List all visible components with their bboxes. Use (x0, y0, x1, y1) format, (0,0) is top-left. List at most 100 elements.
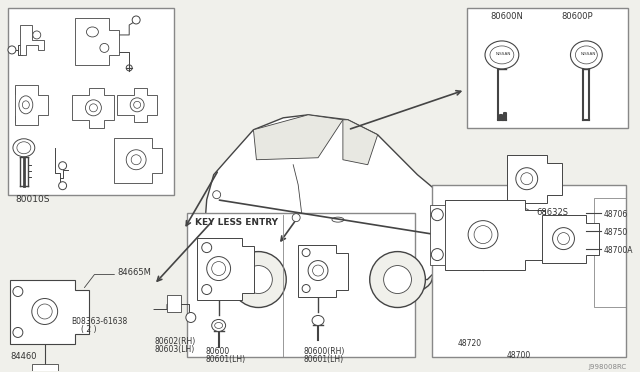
Ellipse shape (100, 44, 109, 52)
Text: 48700: 48700 (507, 352, 531, 360)
Text: 80602(RH): 80602(RH) (154, 337, 195, 346)
Ellipse shape (33, 31, 41, 39)
Text: NISSAN: NISSAN (496, 52, 511, 56)
Polygon shape (115, 138, 162, 183)
Bar (433, 185, 626, 357)
Text: ( 2 ): ( 2 ) (81, 326, 97, 334)
Circle shape (126, 65, 132, 71)
Text: 48720: 48720 (457, 339, 481, 349)
Polygon shape (196, 238, 255, 299)
Ellipse shape (126, 150, 146, 170)
Text: 80600: 80600 (205, 347, 230, 356)
Polygon shape (72, 88, 115, 128)
Ellipse shape (332, 217, 344, 222)
Ellipse shape (17, 142, 31, 154)
Text: 48706: 48706 (604, 210, 628, 219)
Text: 68632S: 68632S (537, 208, 569, 217)
Circle shape (244, 266, 272, 294)
Circle shape (302, 285, 310, 292)
Circle shape (59, 162, 67, 170)
Polygon shape (204, 115, 457, 279)
Ellipse shape (521, 173, 532, 185)
Ellipse shape (207, 257, 230, 280)
Ellipse shape (575, 46, 597, 64)
Circle shape (132, 16, 140, 24)
Polygon shape (541, 215, 599, 263)
Ellipse shape (13, 139, 35, 157)
Ellipse shape (22, 101, 29, 109)
Ellipse shape (552, 228, 575, 250)
Ellipse shape (212, 320, 226, 331)
Polygon shape (298, 245, 348, 296)
Circle shape (59, 182, 67, 190)
Ellipse shape (37, 304, 52, 319)
Polygon shape (74, 18, 119, 65)
Bar (8, 8, 174, 195)
Circle shape (383, 266, 412, 294)
Circle shape (431, 248, 444, 260)
Ellipse shape (468, 221, 498, 248)
Circle shape (186, 312, 196, 323)
Ellipse shape (516, 168, 538, 190)
Ellipse shape (130, 98, 144, 112)
Polygon shape (430, 205, 445, 264)
Ellipse shape (32, 298, 58, 324)
Circle shape (292, 214, 300, 222)
Ellipse shape (312, 315, 324, 326)
Text: 80603(LH): 80603(LH) (154, 346, 195, 355)
Text: 48700A: 48700A (604, 246, 633, 254)
Circle shape (370, 251, 426, 308)
Text: 80600(RH): 80600(RH) (303, 347, 344, 356)
Polygon shape (445, 200, 545, 270)
Text: 80600P: 80600P (561, 12, 593, 21)
Ellipse shape (131, 155, 141, 165)
Ellipse shape (312, 265, 323, 276)
Ellipse shape (474, 226, 492, 244)
Ellipse shape (308, 260, 328, 280)
Text: 80600N: 80600N (490, 12, 523, 21)
Text: KEY LESS ENTRY: KEY LESS ENTRY (195, 218, 278, 227)
Ellipse shape (520, 209, 530, 217)
Ellipse shape (134, 101, 141, 108)
Text: 84460: 84460 (10, 352, 36, 362)
Ellipse shape (90, 104, 97, 112)
Polygon shape (253, 115, 343, 160)
Ellipse shape (570, 41, 602, 69)
Text: 84665M: 84665M (117, 267, 151, 276)
Polygon shape (117, 88, 157, 122)
Polygon shape (343, 120, 378, 165)
Circle shape (8, 46, 16, 54)
Circle shape (202, 243, 212, 253)
Text: 80601(LH): 80601(LH) (205, 355, 246, 365)
Bar (467, 8, 628, 128)
Circle shape (212, 191, 221, 199)
Polygon shape (15, 85, 48, 125)
Bar (32, 365, 58, 372)
Ellipse shape (214, 323, 223, 328)
Ellipse shape (557, 232, 570, 245)
Bar (15, 116, 20, 122)
Circle shape (302, 248, 310, 257)
Polygon shape (507, 155, 561, 203)
Bar (187, 213, 415, 357)
Text: 80601(LH): 80601(LH) (303, 355, 343, 365)
Circle shape (202, 285, 212, 295)
Text: J998008RC: J998008RC (588, 365, 626, 371)
Text: B08363-61638: B08363-61638 (72, 317, 128, 327)
Bar (167, 295, 181, 312)
Text: 80010S: 80010S (15, 195, 49, 204)
Ellipse shape (86, 100, 101, 116)
Ellipse shape (19, 96, 33, 114)
Ellipse shape (490, 46, 514, 64)
Circle shape (431, 209, 444, 221)
Ellipse shape (485, 41, 519, 69)
Circle shape (13, 286, 23, 296)
Ellipse shape (212, 262, 226, 276)
Circle shape (230, 251, 286, 308)
Bar (595, 198, 626, 308)
Ellipse shape (86, 27, 99, 37)
Bar (15, 88, 20, 94)
Polygon shape (10, 279, 90, 344)
Circle shape (13, 327, 23, 337)
Polygon shape (20, 25, 44, 55)
